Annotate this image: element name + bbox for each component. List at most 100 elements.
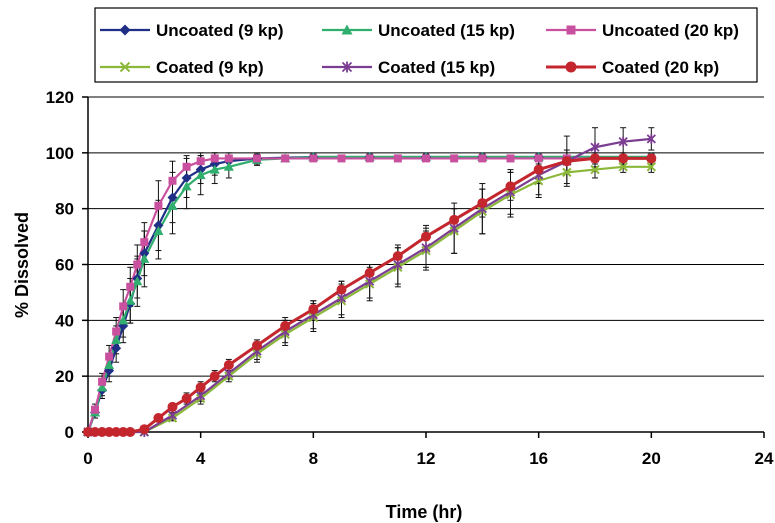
data-point	[139, 424, 150, 435]
data-point	[562, 167, 572, 178]
data-point	[139, 248, 150, 259]
data-point	[195, 170, 206, 180]
data-point	[210, 154, 219, 163]
data-point	[393, 259, 403, 270]
data-point	[224, 154, 233, 163]
data-point	[280, 320, 291, 331]
data-point	[112, 327, 121, 336]
x-axis-title: Time (hr)	[386, 502, 463, 522]
data-point	[341, 24, 353, 35]
data-point	[223, 360, 234, 370]
data-point	[181, 393, 192, 404]
data-point	[421, 242, 431, 253]
x-tick-label: 12	[417, 449, 436, 468]
x-tick-label: 8	[309, 449, 318, 468]
data-point	[118, 315, 129, 325]
data-point	[565, 61, 577, 73]
data-point	[97, 382, 108, 392]
data-point	[153, 220, 164, 231]
data-point	[534, 154, 543, 163]
legend-label: Uncoated (15 kp)	[378, 21, 515, 40]
data-point	[90, 427, 101, 437]
data-point	[167, 401, 178, 412]
data-point	[83, 427, 93, 437]
x-tick-label: 20	[642, 449, 661, 468]
data-point	[125, 427, 136, 437]
data-point	[506, 154, 515, 163]
data-point	[181, 172, 192, 183]
data-point	[646, 162, 657, 172]
data-point	[590, 153, 600, 164]
legend-label: Coated (9 kp)	[156, 58, 264, 77]
data-point	[449, 214, 460, 225]
data-point	[365, 276, 375, 287]
data-point	[154, 201, 163, 210]
data-point	[139, 253, 150, 263]
data-point	[223, 161, 234, 171]
data-point	[111, 334, 122, 344]
data-point	[97, 427, 108, 437]
data-point	[195, 382, 206, 393]
legend: Uncoated (9 kp) Uncoated (15 kp) Uncoated …	[94, 7, 758, 83]
data-point	[119, 302, 128, 311]
y-tick-label: 40	[55, 311, 74, 330]
data-point	[392, 251, 403, 262]
data-point	[167, 192, 178, 203]
data-point	[209, 164, 220, 174]
data-point	[505, 181, 516, 192]
data-point	[337, 154, 346, 163]
axes	[82, 96, 765, 438]
data-point	[153, 413, 164, 424]
y-axis-title: % Dissolved	[12, 212, 32, 318]
data-point	[566, 25, 576, 35]
data-point	[224, 368, 234, 379]
y-tick-label: 60	[55, 256, 74, 275]
data-point	[450, 154, 459, 163]
data-point	[209, 371, 220, 382]
data-point	[449, 223, 459, 234]
data-point	[98, 377, 107, 386]
legend-label: Uncoated (9 kp)	[156, 21, 284, 40]
legend-label: Uncoated (20 kp)	[602, 21, 739, 40]
data-point	[119, 24, 131, 36]
data-point	[590, 142, 600, 153]
data-point	[590, 164, 600, 175]
x-tick-label: 4	[196, 449, 206, 468]
data-point	[365, 154, 374, 163]
data-point	[478, 154, 487, 163]
data-point	[181, 181, 192, 191]
x-tick-label: 0	[83, 449, 92, 468]
y-tick-label: 100	[46, 144, 74, 163]
data-point	[253, 154, 261, 163]
data-point	[153, 226, 164, 235]
data-point	[309, 154, 318, 163]
y-tick-label: 0	[65, 423, 74, 442]
data-point	[111, 427, 122, 437]
legend-label: Coated (20 kp)	[602, 58, 719, 77]
data-point	[132, 276, 143, 286]
series-line	[88, 165, 652, 434]
data-point	[104, 427, 115, 437]
data-point	[91, 405, 100, 414]
data-point	[119, 61, 131, 73]
data-point	[561, 156, 572, 167]
legend-label: Coated (15 kp)	[378, 58, 495, 77]
y-tick-label: 80	[55, 200, 74, 219]
data-point	[125, 295, 136, 305]
x-tick-label: 24	[755, 449, 774, 468]
data-point	[182, 162, 191, 171]
data-point	[646, 133, 656, 144]
data-point	[341, 61, 353, 73]
data-point	[618, 153, 629, 164]
data-point	[168, 176, 177, 185]
data-point	[393, 154, 402, 163]
data-point	[422, 154, 430, 163]
x-tick-label: 16	[529, 449, 548, 468]
data-point	[336, 284, 347, 295]
data-point	[364, 267, 375, 278]
data-point	[196, 390, 206, 401]
data-point	[126, 282, 135, 291]
y-tick-label: 120	[46, 88, 74, 107]
data-point	[196, 157, 205, 166]
